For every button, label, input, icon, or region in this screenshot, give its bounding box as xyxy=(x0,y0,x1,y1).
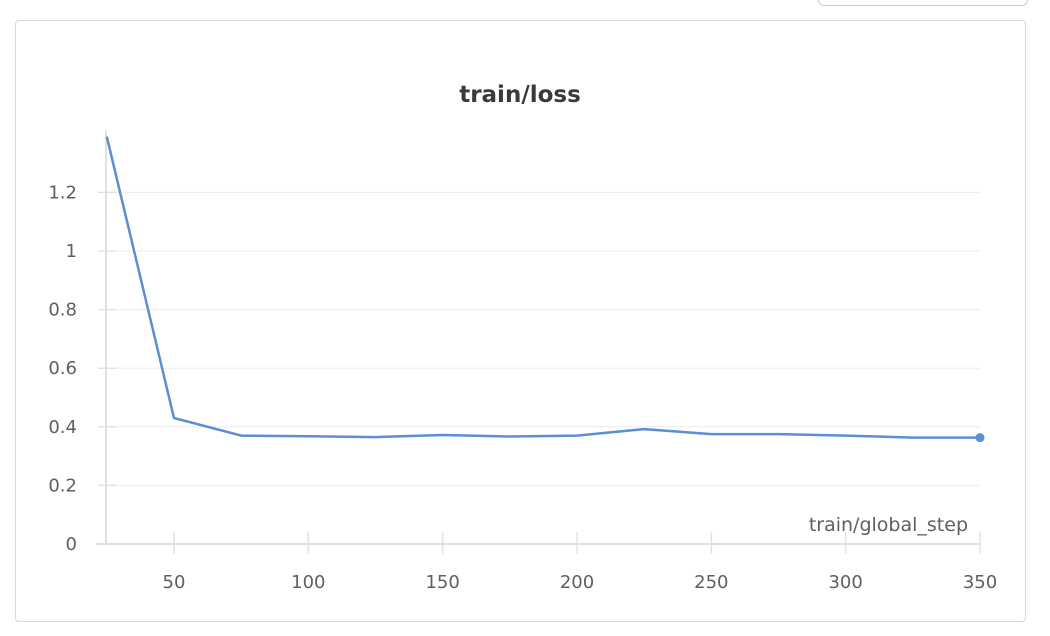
loss-series-line xyxy=(105,136,980,439)
x-tick-label: 150 xyxy=(425,572,459,593)
series-layer xyxy=(105,136,985,443)
y-tick-label: 0.8 xyxy=(48,300,77,321)
x-axis-label: train/global_step xyxy=(809,514,968,536)
x-tick-label: 350 xyxy=(963,572,997,593)
x-tick-label: 250 xyxy=(694,572,728,593)
x-tick-label: 50 xyxy=(163,572,186,593)
y-tick-label: 0.4 xyxy=(48,417,77,438)
grid-lines xyxy=(98,191,981,554)
x-tick-label: 200 xyxy=(560,572,594,593)
y-tick-label: 0.2 xyxy=(48,475,77,496)
y-tick-labels: 0 0.2 0.4 0.6 0.8 1 1.2 xyxy=(48,182,77,555)
y-tick-label: 1 xyxy=(66,241,77,262)
x-tick-labels: 50 100 150 200 250 300 350 xyxy=(163,572,998,593)
y-tick-label: 0 xyxy=(66,534,77,555)
y-tick-label: 0.6 xyxy=(48,358,77,379)
axes xyxy=(96,130,980,545)
x-tick-label: 300 xyxy=(828,572,862,593)
x-tick-label: 100 xyxy=(291,572,325,593)
series-end-point xyxy=(975,433,985,443)
y-tick-label: 1.2 xyxy=(48,182,77,203)
chart-title: train/loss xyxy=(459,82,581,108)
chart-panel xyxy=(15,20,1026,622)
